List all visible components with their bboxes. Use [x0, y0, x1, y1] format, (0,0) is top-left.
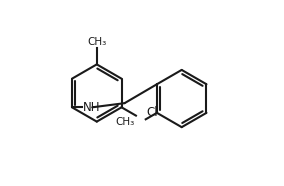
- Text: NH: NH: [83, 101, 100, 114]
- Text: CH₃: CH₃: [116, 117, 135, 126]
- Text: Cl: Cl: [146, 106, 158, 119]
- Text: CH₃: CH₃: [87, 37, 106, 47]
